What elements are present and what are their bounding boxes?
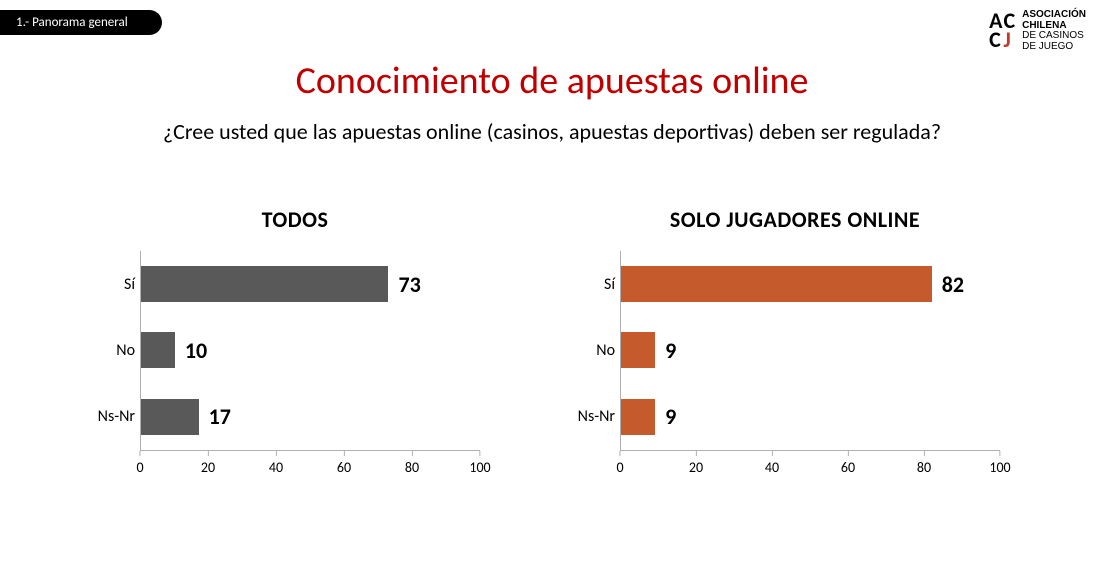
x-axis: 020406080100 <box>140 451 480 481</box>
bar-row: Sí82 <box>621 251 1000 317</box>
x-tick-label: 100 <box>989 459 1010 476</box>
page-subtitle: ¿Cree usted que las apuestas online (cas… <box>0 118 1104 145</box>
x-tick: 20 <box>201 451 215 476</box>
x-tick: 40 <box>765 451 779 476</box>
x-tick: 20 <box>689 451 703 476</box>
bar-row: No10 <box>141 317 480 383</box>
x-tick-label: 80 <box>405 459 419 476</box>
section-tab: 1.- Panorama general <box>0 10 162 35</box>
logo-text-line: DE JUEGO <box>1022 42 1086 53</box>
bar <box>621 266 932 302</box>
x-tick-label: 20 <box>201 459 215 476</box>
value-label: 17 <box>209 403 231 430</box>
chart-todos: TODOSSí73No10Ns-Nr17020406080100 <box>80 206 510 481</box>
x-tick-label: 0 <box>616 459 623 476</box>
x-tick-label: 100 <box>469 459 490 476</box>
category-label: Ns-Nr <box>81 407 135 426</box>
bar-row: Sí73 <box>141 251 480 317</box>
category-label: Ns-Nr <box>561 407 615 426</box>
chart-title: SOLO JUGADORES ONLINE <box>560 206 1030 233</box>
x-tick: 60 <box>337 451 351 476</box>
x-tick-label: 40 <box>765 459 779 476</box>
category-label: No <box>561 341 615 360</box>
x-tick: 0 <box>136 451 143 476</box>
x-tick-label: 20 <box>689 459 703 476</box>
chart-title: TODOS <box>80 206 510 233</box>
plot-area: Sí82No9Ns-Nr9 <box>620 251 1000 451</box>
chart-area: Sí73No10Ns-Nr17020406080100 <box>80 251 510 481</box>
page-title: Conocimiento de apuestas online <box>0 58 1104 104</box>
x-tick: 0 <box>616 451 623 476</box>
bar <box>141 332 175 368</box>
bar <box>141 399 199 435</box>
x-tick: 80 <box>917 451 931 476</box>
value-label: 9 <box>665 337 676 364</box>
x-tick-label: 80 <box>917 459 931 476</box>
value-label: 9 <box>665 403 676 430</box>
bar-row: No9 <box>621 317 1000 383</box>
logo: A C C J ASOCIACIÓN CHILENA DE CASINOS DE… <box>989 10 1086 52</box>
x-tick-label: 60 <box>841 459 855 476</box>
x-tick: 100 <box>989 451 1010 476</box>
x-tick-label: 60 <box>337 459 351 476</box>
x-axis: 020406080100 <box>620 451 1000 481</box>
logo-letter: J <box>1003 31 1014 50</box>
bar-row: Ns-Nr9 <box>621 384 1000 450</box>
x-tick: 80 <box>405 451 419 476</box>
chart-jugadores: SOLO JUGADORES ONLINESí82No9Ns-Nr9020406… <box>560 206 1030 481</box>
bar <box>621 332 655 368</box>
x-tick: 100 <box>469 451 490 476</box>
logo-text: ASOCIACIÓN CHILENA DE CASINOS DE JUEGO <box>1022 10 1086 52</box>
bar <box>621 399 655 435</box>
category-label: No <box>81 341 135 360</box>
category-label: Sí <box>81 275 135 294</box>
logo-text-line: ASOCIACIÓN <box>1022 10 1086 21</box>
logo-letter: C <box>989 31 1001 50</box>
value-label: 73 <box>398 271 420 298</box>
logo-mark-icon: A C C J <box>989 12 1014 49</box>
value-label: 82 <box>942 271 964 298</box>
bar <box>141 266 388 302</box>
x-tick: 40 <box>269 451 283 476</box>
category-label: Sí <box>561 275 615 294</box>
plot-area: Sí73No10Ns-Nr17 <box>140 251 480 451</box>
x-tick-label: 40 <box>269 459 283 476</box>
bar-row: Ns-Nr17 <box>141 384 480 450</box>
x-tick-label: 0 <box>136 459 143 476</box>
chart-area: Sí82No9Ns-Nr9020406080100 <box>560 251 1030 481</box>
x-tick: 60 <box>841 451 855 476</box>
value-label: 10 <box>185 337 207 364</box>
logo-text-line: DE CASINOS <box>1022 31 1086 42</box>
